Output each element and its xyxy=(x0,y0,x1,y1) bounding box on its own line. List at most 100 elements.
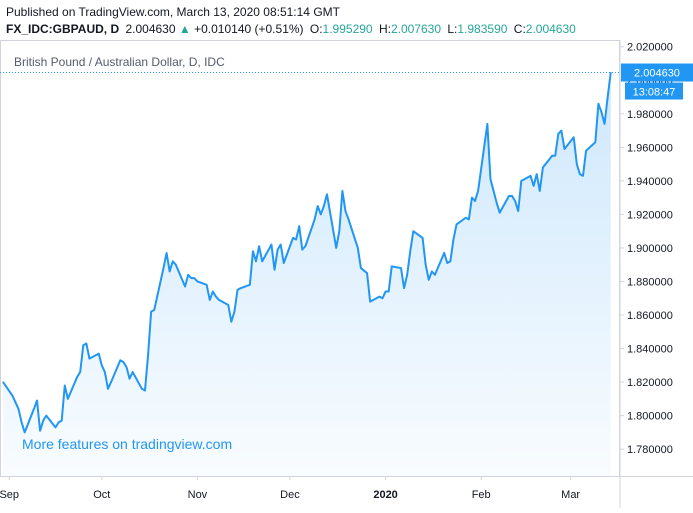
data-point xyxy=(119,359,121,361)
data-point xyxy=(212,290,214,293)
data-point xyxy=(533,185,535,187)
data-point xyxy=(443,252,445,254)
data-point xyxy=(323,205,325,207)
data-point xyxy=(320,213,322,215)
data-point xyxy=(150,311,152,313)
data-point xyxy=(141,388,143,390)
data-point xyxy=(344,210,347,212)
data-point xyxy=(554,155,556,157)
data-point xyxy=(412,230,414,232)
data-point xyxy=(360,267,362,269)
data-point xyxy=(227,304,229,306)
low-label: L: xyxy=(447,22,458,36)
data-point xyxy=(520,180,522,182)
data-point xyxy=(600,111,603,113)
data-point xyxy=(193,277,195,279)
data-point xyxy=(563,148,566,150)
data-point xyxy=(11,394,13,397)
data-point xyxy=(551,155,553,157)
data-point xyxy=(529,175,532,177)
data-point xyxy=(585,150,587,152)
data-point xyxy=(347,218,350,221)
series-area-fill xyxy=(3,72,611,476)
data-point xyxy=(496,202,498,204)
data-point xyxy=(301,249,303,251)
y-tick-label: 1.800000 xyxy=(627,411,673,423)
open-label: O: xyxy=(309,22,323,36)
data-point xyxy=(560,129,562,132)
data-point xyxy=(304,245,306,247)
data-point xyxy=(273,269,276,271)
x-tick-label: Feb xyxy=(472,489,491,501)
x-tick-label: Nov xyxy=(188,489,208,501)
y-tick-label: 1.880000 xyxy=(627,276,673,288)
data-point xyxy=(184,285,186,288)
data-point xyxy=(357,247,359,249)
data-point xyxy=(64,384,66,387)
data-point xyxy=(147,354,149,356)
data-point xyxy=(36,399,38,402)
data-point xyxy=(261,260,263,262)
data-point xyxy=(468,218,470,221)
data-point xyxy=(514,200,516,202)
data-point xyxy=(603,123,606,125)
y-tick-label: 2.020000 xyxy=(627,42,673,54)
open-value: 1.995290 xyxy=(322,22,373,36)
data-point xyxy=(110,381,112,383)
data-point xyxy=(236,289,239,291)
data-point xyxy=(317,205,319,207)
chart-title: British Pound / Australian Dollar, D, ID… xyxy=(14,55,225,69)
y-tick-label: 1.900000 xyxy=(627,243,673,255)
data-point xyxy=(125,366,128,368)
data-point xyxy=(280,243,282,246)
data-point xyxy=(465,217,467,219)
low-value: 1.983590 xyxy=(457,22,508,36)
published-caption: Published on TradingView.com, March 13, … xyxy=(6,5,340,19)
data-point xyxy=(452,238,455,241)
data-point xyxy=(153,309,155,311)
data-point xyxy=(249,284,251,286)
data-point xyxy=(230,321,232,323)
high-value: 2.007630 xyxy=(390,22,442,36)
data-point xyxy=(258,245,260,247)
y-tick-label: 1.840000 xyxy=(627,344,673,356)
data-point xyxy=(283,262,285,264)
data-point xyxy=(421,237,424,239)
symbol-label: FX_IDC:GBPAUD, D xyxy=(6,22,120,36)
data-point xyxy=(14,401,17,403)
data-point xyxy=(175,264,177,266)
data-point xyxy=(326,193,328,195)
close-label: C: xyxy=(513,22,526,36)
data-point xyxy=(122,361,124,363)
x-tick-label: Oct xyxy=(93,489,110,501)
x-tick-label: Dec xyxy=(280,489,300,501)
data-point xyxy=(61,420,63,422)
data-point xyxy=(381,297,384,299)
data-point xyxy=(474,200,476,202)
data-point xyxy=(486,123,488,125)
y-tick-label: 1.820000 xyxy=(627,377,673,389)
data-point xyxy=(79,371,81,373)
data-point xyxy=(449,260,451,262)
data-point xyxy=(215,295,217,298)
watermark-link[interactable]: More features on tradingview.com xyxy=(22,436,232,452)
data-point xyxy=(471,197,473,199)
ohlc-header: FX_IDC:GBPAUD, D 2.004630 ▲ +0.010140 (+… xyxy=(6,22,576,36)
data-point xyxy=(187,274,189,276)
data-point xyxy=(489,178,492,180)
y-tick-label: 1.940000 xyxy=(627,176,673,188)
x-tick-label: Mar xyxy=(561,489,580,501)
data-point xyxy=(218,299,220,301)
data-point xyxy=(295,238,297,241)
data-point xyxy=(335,247,337,249)
x-tick-label: Sep xyxy=(0,489,19,501)
data-point xyxy=(82,344,84,346)
data-point xyxy=(536,173,538,175)
data-point xyxy=(252,250,254,252)
data-point xyxy=(39,430,41,432)
data-point xyxy=(431,270,433,273)
data-point xyxy=(42,420,44,422)
data-point xyxy=(594,141,596,143)
data-point xyxy=(45,415,47,417)
